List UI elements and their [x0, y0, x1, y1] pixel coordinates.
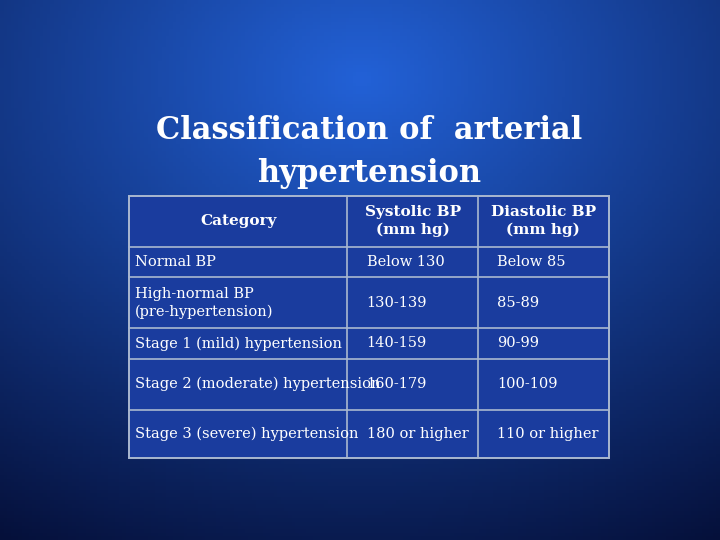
Text: 160-179: 160-179: [366, 377, 427, 392]
Text: Category: Category: [200, 214, 276, 228]
Text: 140-159: 140-159: [366, 336, 427, 350]
Text: Stage 2 (moderate) hypertension: Stage 2 (moderate) hypertension: [135, 377, 380, 392]
Text: 130-139: 130-139: [366, 296, 427, 310]
Text: Diastolic BP
(mm hg): Diastolic BP (mm hg): [491, 205, 596, 237]
Text: 180 or higher: 180 or higher: [366, 427, 468, 441]
Text: Below 85: Below 85: [497, 255, 566, 269]
Text: Stage 1 (mild) hypertension: Stage 1 (mild) hypertension: [135, 336, 342, 350]
Text: 90-99: 90-99: [497, 336, 539, 350]
Text: 85-89: 85-89: [497, 296, 539, 310]
Text: Stage 3 (severe) hypertension: Stage 3 (severe) hypertension: [135, 427, 359, 441]
Text: 100-109: 100-109: [497, 377, 557, 392]
Text: Below 130: Below 130: [366, 255, 444, 269]
Text: High-normal BP
(pre-hypertension): High-normal BP (pre-hypertension): [135, 287, 274, 319]
Text: Systolic BP
(mm hg): Systolic BP (mm hg): [364, 205, 461, 237]
Text: Classification of  arterial
hypertension: Classification of arterial hypertension: [156, 114, 582, 188]
Bar: [129, 196, 609, 458]
Text: Normal BP: Normal BP: [135, 255, 216, 269]
Text: 110 or higher: 110 or higher: [497, 427, 598, 441]
